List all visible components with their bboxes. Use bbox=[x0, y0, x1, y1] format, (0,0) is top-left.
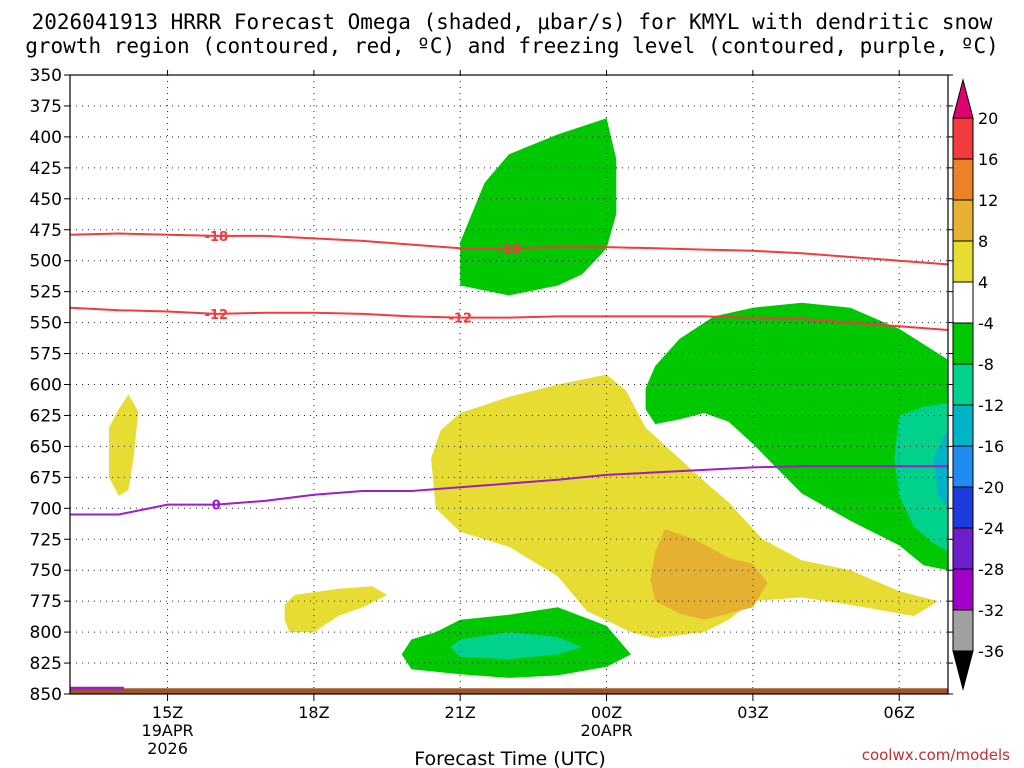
colorbar-label: 8 bbox=[978, 232, 988, 251]
colorbar-bottom-arrow bbox=[952, 650, 974, 691]
colorbar-band bbox=[952, 568, 974, 611]
colorbar-band bbox=[952, 445, 974, 488]
x-tick-date: 20APR bbox=[581, 721, 633, 740]
colorbar-band bbox=[952, 404, 974, 447]
contour-label-0-0: -18 bbox=[205, 230, 229, 245]
omega-region-4 bbox=[109, 394, 139, 496]
y-tick-label: 375 bbox=[30, 97, 62, 117]
colorbar-band bbox=[952, 322, 974, 365]
source-credit[interactable]: coolwx.com/models bbox=[861, 746, 1010, 764]
y-tick-label: 675 bbox=[30, 468, 62, 488]
y-tick-label: 550 bbox=[30, 314, 62, 334]
colorbar-label: -8 bbox=[978, 355, 994, 374]
contour-label-0-1: -18 bbox=[497, 242, 521, 257]
colorbar-band bbox=[952, 158, 974, 201]
x-tick-label: 15Z bbox=[152, 703, 183, 722]
colorbar-label: -32 bbox=[978, 601, 1004, 620]
colorbar-label: -4 bbox=[978, 314, 994, 333]
x-tick-label: 18Z bbox=[298, 703, 329, 722]
colorbar-band bbox=[952, 240, 974, 283]
omega-region-1 bbox=[645, 302, 948, 571]
x-tick-year: 2026 bbox=[147, 739, 188, 758]
axes: 350 375 400 425 450 475 500 525 550 575 600 625 650 6… bbox=[30, 66, 953, 768]
colorbar-label: -28 bbox=[978, 560, 1004, 579]
terrain-bar bbox=[70, 688, 948, 694]
y-tick-label: 600 bbox=[30, 376, 62, 396]
omega-region-9 bbox=[450, 632, 583, 660]
x-axis-title: Forecast Time (UTC) bbox=[414, 748, 605, 768]
colorbar-band bbox=[952, 609, 974, 652]
y-tick-label: 575 bbox=[30, 345, 62, 365]
x-tick-label: 21Z bbox=[445, 703, 476, 722]
y-tick-label: 350 bbox=[30, 66, 62, 86]
y-tick-label: 650 bbox=[30, 437, 62, 457]
y-tick-label: 700 bbox=[30, 499, 62, 519]
y-tick-label: 475 bbox=[30, 221, 62, 241]
colorbar-label: -16 bbox=[978, 437, 1004, 456]
x-tick-label: 00Z bbox=[591, 703, 622, 722]
omega-shading-layer bbox=[70, 118, 948, 694]
colorbar-label: -20 bbox=[978, 478, 1004, 497]
y-tick-label: 625 bbox=[30, 406, 62, 426]
omega-region-7 bbox=[284, 586, 388, 633]
contour-line-0 bbox=[69, 232, 949, 266]
omega-region-5 bbox=[431, 374, 939, 639]
y-tick-label: 750 bbox=[30, 561, 62, 581]
colorbar-label: 12 bbox=[978, 191, 998, 210]
y-tick-label: 850 bbox=[30, 685, 62, 705]
y-tick-label: 525 bbox=[30, 283, 62, 303]
colorbar-band bbox=[952, 527, 974, 570]
omega-region-0 bbox=[460, 118, 617, 296]
chart-title-line1: 2026041913 HRRR Forecast Omega (shaded, … bbox=[31, 10, 993, 34]
contour-label-1-0: -12 bbox=[205, 308, 229, 323]
colorbar-band bbox=[952, 363, 974, 406]
contour-line-2 bbox=[70, 465, 948, 516]
omega-region-2 bbox=[894, 403, 948, 552]
colorbar-band bbox=[952, 281, 974, 324]
contour-label-2-0: 0 bbox=[212, 499, 221, 514]
colorbar-label: 20 bbox=[978, 109, 998, 128]
y-tick-label: 500 bbox=[30, 252, 62, 272]
x-tick-label: 06Z bbox=[884, 703, 915, 722]
y-tick-label: 450 bbox=[30, 190, 62, 210]
colorbar-label: 16 bbox=[978, 150, 998, 169]
y-tick-label: 425 bbox=[30, 159, 62, 179]
colorbar-band bbox=[952, 199, 974, 242]
contour-label-1-1: -12 bbox=[448, 312, 472, 327]
colorbar-label: -24 bbox=[978, 519, 1004, 538]
colorbar-top-arrow bbox=[952, 78, 974, 119]
y-tick-label: 725 bbox=[30, 530, 62, 550]
y-tick-label: 775 bbox=[30, 592, 62, 612]
colorbar-band bbox=[952, 486, 974, 529]
x-tick-date: 19APR bbox=[142, 721, 194, 740]
omega-region-6 bbox=[650, 529, 768, 620]
colorbar-band bbox=[952, 117, 974, 160]
colorbar-label: 4 bbox=[978, 273, 988, 292]
omega-region-3 bbox=[933, 427, 948, 509]
colorbar-label: -36 bbox=[978, 642, 1004, 661]
y-tick-label: 800 bbox=[30, 623, 62, 643]
y-tick-label: 825 bbox=[30, 654, 62, 674]
x-tick-label: 03Z bbox=[737, 703, 768, 722]
contour-lines: -18 -18 -12 -12 0 bbox=[69, 230, 949, 516]
contour-line-1 bbox=[69, 306, 949, 331]
y-tick-label: 400 bbox=[30, 128, 62, 148]
dotted-grid bbox=[70, 75, 948, 694]
colorbar-label: -12 bbox=[978, 396, 1004, 415]
colorbar: 20 16 12 8 4 -4 -8 -12 -16 -20 -24 -28 -32 -36 bbox=[952, 78, 1004, 691]
chart-title-line2: growth region (contoured, red, ºC) and f… bbox=[25, 34, 999, 58]
